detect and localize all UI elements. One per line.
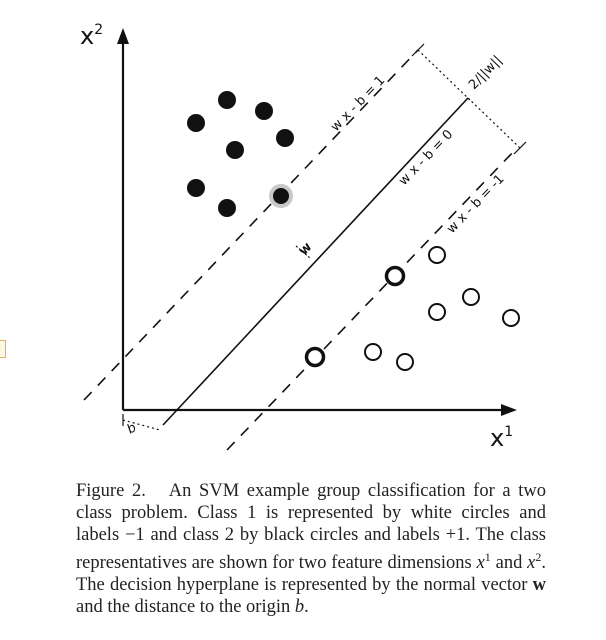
caption-text-2: . The decision hyperplane is represented… <box>76 553 546 596</box>
caption-figure-label: Figure 2. <box>76 481 146 501</box>
offset-b-line <box>122 419 161 431</box>
y-axis-label: x2 <box>80 22 103 50</box>
label-hyperplane: w x - b = 0 <box>396 127 456 189</box>
white-point <box>502 309 520 327</box>
white-point <box>428 303 446 321</box>
caption-x1: x <box>476 553 485 574</box>
caption-sup1: 1 <box>484 550 491 564</box>
margin-width-line-bottom <box>467 97 521 149</box>
class-white-points <box>304 246 520 371</box>
white-point <box>396 353 414 371</box>
caption-text-3: and the distance to the origin <box>76 597 295 618</box>
label-margin-width: 2/||w|| <box>466 53 505 93</box>
caption-and: and <box>490 553 528 574</box>
y-axis-arrow <box>117 28 129 44</box>
caption-italic-b: b <box>294 597 305 618</box>
x-axis-arrow <box>501 404 517 416</box>
caption-sup2: 2 <box>535 550 542 564</box>
caption-text-1: An SVM example group classification for … <box>76 481 546 574</box>
svm-diagram: x2 x1 w x - b = 1 w x - b = 0 w x - b = … <box>80 22 527 452</box>
margin-negative <box>226 149 516 451</box>
label-offset-b: b <box>125 420 140 437</box>
margin-width-tick-bottom <box>513 141 527 155</box>
black-point <box>187 114 205 132</box>
label-margin-negative: w x - b = -1 <box>444 172 507 237</box>
black-support-point <box>273 188 289 204</box>
black-point <box>276 129 294 147</box>
black-point <box>218 199 236 217</box>
white-support-point <box>304 346 326 368</box>
white-support-point <box>384 265 406 287</box>
figure-caption: Figure 2. An SVM example group classific… <box>76 480 546 618</box>
white-point <box>364 343 382 361</box>
caption-end: . <box>304 597 309 618</box>
white-point <box>462 288 480 306</box>
black-point <box>226 141 244 159</box>
black-point <box>255 102 273 120</box>
caption-x2: x <box>527 553 536 574</box>
margin-positive <box>83 49 419 401</box>
margin-width-tick-top <box>411 43 425 57</box>
decision-hyperplane <box>162 97 469 426</box>
class-black-points <box>187 91 294 217</box>
label-margin-positive: w x - b = 1 <box>328 73 388 135</box>
side-marker <box>0 340 6 358</box>
label-normal-w: w <box>296 240 315 259</box>
black-point <box>218 91 236 109</box>
margin-width-line-top <box>417 49 471 101</box>
caption-bold-w: w <box>532 575 546 596</box>
white-point <box>428 246 446 264</box>
black-point <box>187 179 205 197</box>
normal-vector-w <box>295 245 311 259</box>
x-axis-label: x1 <box>490 424 513 452</box>
